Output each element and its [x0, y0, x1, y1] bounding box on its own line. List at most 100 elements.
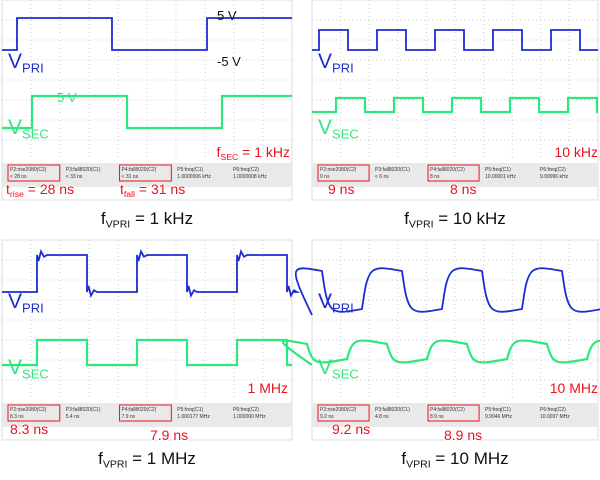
caption-rest: = 1 MHz — [127, 449, 196, 468]
measurement-name: P2:rise2080(C2) — [320, 407, 357, 413]
annotation-sub: SEC — [220, 152, 238, 162]
annotation: 9.2 ns — [332, 421, 370, 437]
caption: fVPRI = 10 kHz — [404, 209, 506, 231]
primary-label-sub: PRI — [332, 301, 354, 316]
primary-label-sub: PRI — [22, 61, 44, 76]
measurement-name: P2:rise2080(C2) — [10, 407, 47, 413]
measurement-name: P6:freq(C2) — [540, 167, 566, 173]
annotation-rest: = 1 kHz — [238, 144, 290, 160]
annotation-main: 8.9 ns — [444, 427, 482, 443]
caption-rest: = 10 kHz — [434, 209, 506, 228]
measurement-value: 9 ns — [320, 174, 330, 180]
annotation-sub: rise — [10, 189, 24, 199]
annotation-rest: = 28 ns — [24, 181, 74, 197]
measurement-value: 8.9 ns — [430, 414, 444, 420]
measurement-name: P3:fall8020(C1) — [66, 167, 101, 173]
caption: fVPRI = 1 MHz — [98, 449, 196, 471]
measurement-value: 7.9 ns — [122, 414, 136, 420]
annotation: 8 ns — [450, 181, 476, 197]
primary-label-sub: PRI — [332, 61, 354, 76]
measurement-name: P4:fall8020(C2) — [122, 407, 157, 413]
measurement-name: P6:freq(C2) — [540, 407, 566, 413]
scope-label: 5 V — [57, 90, 77, 105]
annotation-main: 10 kHz — [554, 144, 598, 160]
primary-label-main: V — [318, 50, 332, 73]
measurement-name: P5:freq(C1) — [485, 167, 511, 173]
primary-label-sub: PRI — [22, 301, 44, 316]
caption: fVPRI = 10 MHz — [401, 449, 508, 471]
measurement-name: P6:freq(C2) — [233, 407, 259, 413]
annotation-main: 10 MHz — [550, 380, 598, 396]
measurement-name: P4:fall8020(C2) — [430, 407, 465, 413]
measurement-name: P3:fall8020(C1) — [375, 167, 410, 173]
measurement-value: 10.00001 kHz — [485, 174, 516, 180]
primary-label-main: V — [8, 50, 22, 73]
measurement-value: 1.000177 MHz — [177, 414, 210, 420]
measurement-name: P5:freq(C1) — [177, 407, 203, 413]
annotation: 1 MHz — [248, 380, 288, 396]
secondary-label-main: V — [318, 356, 332, 379]
measurement-name: P4:fall8020(C2) — [122, 167, 157, 173]
measurement-value: 5.4 ns — [66, 414, 80, 420]
figure: VPRIVSEC5 V-5 V5 VP2:rise2080(C2)< 28 ns… — [0, 0, 600, 480]
measurement-value: 9.99996 kHz — [540, 174, 569, 180]
caption-rest: = 10 MHz — [431, 449, 509, 468]
measurement-value: < 28 ns — [10, 174, 27, 180]
annotation: 10 kHz — [554, 144, 598, 160]
secondary-label-main: V — [318, 116, 332, 139]
secondary-label-sub: SEC — [22, 367, 49, 382]
annotation: 9 ns — [328, 181, 354, 197]
measurement-name: P5:freq(C1) — [177, 167, 203, 173]
annotation: 7.9 ns — [150, 427, 188, 443]
scope-label: -5 V — [217, 54, 241, 69]
measurement-value: 4.8 ns — [375, 414, 389, 420]
secondary-label-main: V — [8, 116, 22, 139]
annotation-main: 7.9 ns — [150, 427, 188, 443]
measurement-name: P4:fall8020(C2) — [430, 167, 465, 173]
annotation: 8.3 ns — [10, 421, 48, 437]
measurement-value: < 31 ns — [122, 174, 139, 180]
measurement-value: 1.000000 MHz — [233, 414, 266, 420]
annotation-main: 9 ns — [328, 181, 354, 197]
primary-label-main: V — [318, 290, 332, 313]
measurement-name: P3:fall8020(C1) — [66, 407, 101, 413]
measurement-name: P6:freq(C2) — [233, 167, 259, 173]
secondary-label-sub: SEC — [22, 127, 49, 142]
secondary-label-main: V — [8, 356, 22, 379]
caption-sub: VPRI — [106, 219, 131, 231]
annotation-main: 8.3 ns — [10, 421, 48, 437]
measurement-value: 9.2 ns — [320, 414, 334, 420]
measurement-value: 8 ns — [430, 174, 440, 180]
measurement-value: 1.0000008 kHz — [233, 174, 267, 180]
caption-rest: = 1 kHz — [130, 209, 193, 228]
measurement-value: 8.3 ns — [10, 414, 24, 420]
annotation: 10 MHz — [550, 380, 598, 396]
caption: fVPRI = 1 kHz — [101, 209, 193, 231]
measurement-value: < 33 ns — [66, 174, 83, 180]
annotation-sub: fall — [124, 189, 135, 199]
measurement-value: 10.0037 MHz — [540, 414, 570, 420]
annotation-rest: = 31 ns — [135, 181, 185, 197]
caption-sub: VPRI — [409, 219, 434, 231]
scope-label: 5 V — [217, 8, 237, 23]
annotation-main: 9.2 ns — [332, 421, 370, 437]
secondary-label-sub: SEC — [332, 127, 359, 142]
measurement-name: P3:fall8020(C1) — [375, 407, 410, 413]
scope-panel: VPRIVSEC5 V-5 V5 VP2:rise2080(C2)< 28 ns… — [2, 0, 292, 200]
measurement-value: 9.9946 MHz — [485, 414, 512, 420]
measurement-value: < 6 ns — [375, 174, 389, 180]
annotation-main: 1 MHz — [248, 380, 288, 396]
measurement-value: 1.0000006 kHz — [177, 174, 211, 180]
annotation-main: 8 ns — [450, 181, 476, 197]
caption-sub: VPRI — [406, 459, 431, 471]
measurement-name: P2:rise2080(C2) — [320, 167, 357, 173]
annotation: 8.9 ns — [444, 427, 482, 443]
primary-label-main: V — [8, 290, 22, 313]
caption-sub: VPRI — [103, 459, 128, 471]
measurement-name: P5:freq(C1) — [485, 407, 511, 413]
secondary-label-sub: SEC — [332, 367, 359, 382]
measurement-name: P2:rise2080(C2) — [10, 167, 47, 173]
